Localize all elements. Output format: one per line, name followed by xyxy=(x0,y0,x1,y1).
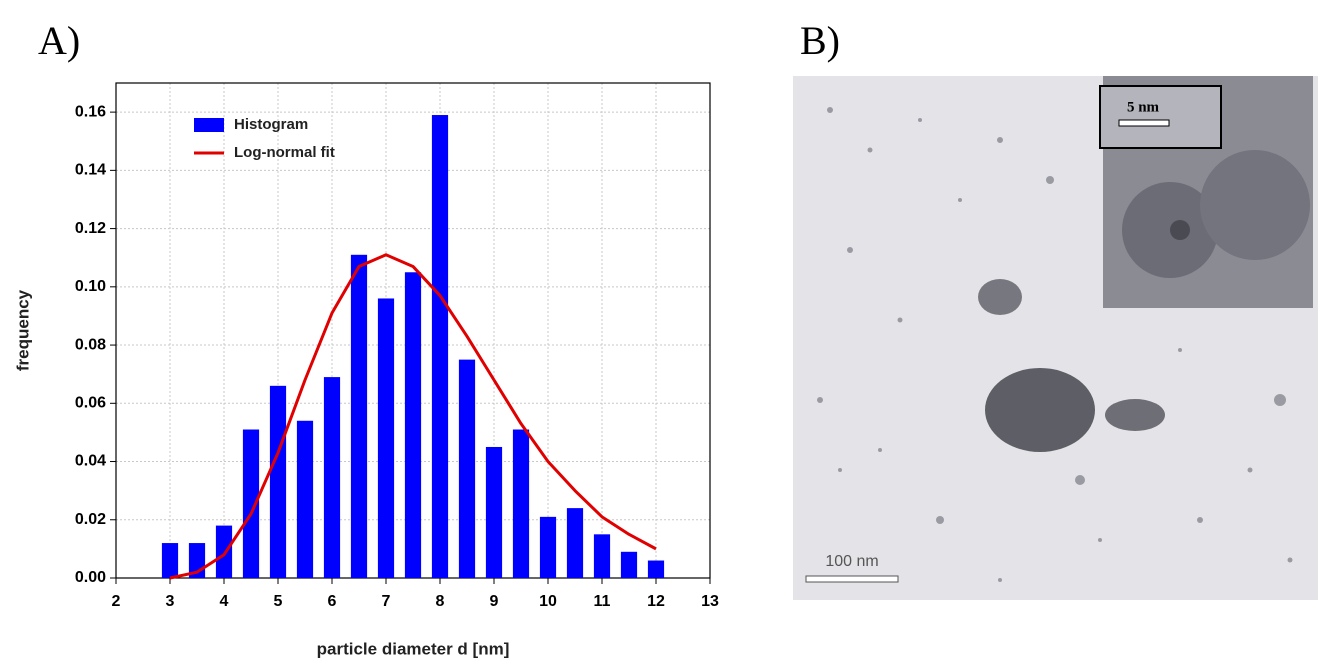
bar xyxy=(242,429,260,578)
bar xyxy=(269,385,287,578)
y-tick-label: 0.12 xyxy=(75,220,106,237)
x-tick-label: 2 xyxy=(112,593,121,610)
x-tick-label: 5 xyxy=(274,593,283,610)
legend-swatch xyxy=(194,118,224,132)
y-tick-label: 0.16 xyxy=(75,103,106,120)
legend-label: Histogram xyxy=(234,116,308,133)
cluster xyxy=(985,368,1095,452)
x-tick-label: 9 xyxy=(490,593,499,610)
x-tick-label: 3 xyxy=(166,593,175,610)
bar xyxy=(647,560,665,578)
y-tick-label: 0.14 xyxy=(75,162,106,179)
legend-label: Log-normal fit xyxy=(234,144,335,161)
y-tick-label: 0.10 xyxy=(75,278,106,295)
cluster xyxy=(978,279,1022,315)
y-tick-label: 0.00 xyxy=(75,569,106,586)
particles xyxy=(817,107,1293,582)
x-tick-label: 8 xyxy=(436,593,445,610)
x-tick-label: 12 xyxy=(647,593,665,610)
bar xyxy=(593,534,611,578)
inset-scale-box xyxy=(1099,85,1222,149)
cluster xyxy=(1105,399,1165,431)
bar xyxy=(485,446,503,578)
scale-bar xyxy=(805,575,899,583)
inset-scale-bar xyxy=(1118,119,1170,127)
bar xyxy=(431,115,449,578)
x-tick-label: 13 xyxy=(701,593,719,610)
micrograph: 5 nm 100 nm xyxy=(793,76,1318,600)
inset-scale-label: 5 nm xyxy=(1127,99,1160,115)
y-tick-label: 0.06 xyxy=(75,395,106,412)
bar xyxy=(566,508,584,578)
bar xyxy=(377,298,395,578)
bar xyxy=(404,272,422,578)
bar xyxy=(539,516,557,578)
y-tick-label: 0.04 xyxy=(75,453,106,470)
panel-label: A) xyxy=(38,18,80,63)
y-tick-label: 0.08 xyxy=(75,336,106,353)
x-tick-label: 11 xyxy=(594,593,611,610)
fit-line xyxy=(169,253,657,580)
x-tick-label: 10 xyxy=(539,593,557,610)
inset-particle xyxy=(1200,150,1310,260)
bar xyxy=(458,359,476,578)
bar xyxy=(323,377,341,578)
y-axis-label: frequency xyxy=(13,289,32,371)
x-tick-label: 6 xyxy=(328,593,337,610)
bar xyxy=(296,420,314,578)
x-axis-label: particle diameter d [nm] xyxy=(317,639,510,658)
x-tick-label: 4 xyxy=(220,593,229,610)
panel-label: B) xyxy=(800,18,840,63)
bar xyxy=(620,551,638,578)
bar xyxy=(350,254,368,578)
bar xyxy=(161,543,179,578)
scale-label: 100 nm xyxy=(825,553,878,570)
bar xyxy=(215,525,233,578)
bar xyxy=(512,429,530,578)
y-tick-label: 0.02 xyxy=(75,511,106,528)
inset-particle xyxy=(1170,220,1190,240)
x-tick-label: 7 xyxy=(382,593,391,610)
chart: 0.00 0.02 0.04 0.06 0.08 0.10 0.12 0.14 0.16 2 3 4 5… xyxy=(13,82,719,658)
